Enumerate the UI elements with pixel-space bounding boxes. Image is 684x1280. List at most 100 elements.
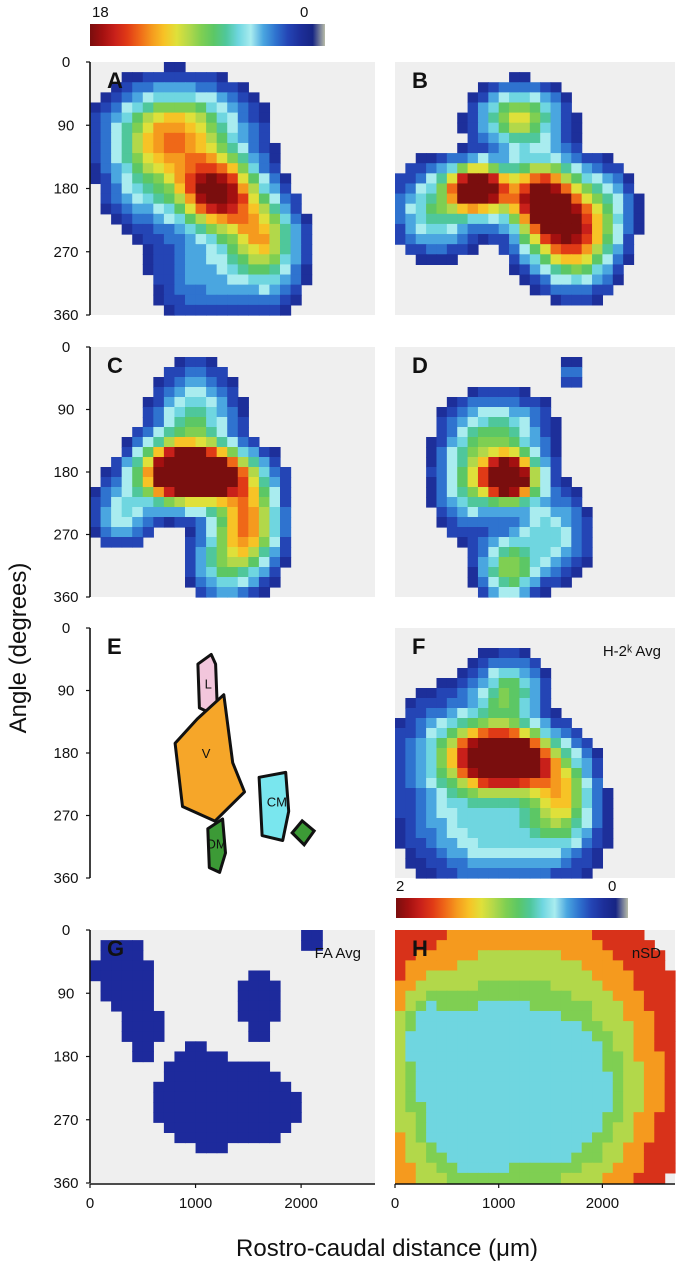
heatmap-cell [488,122,500,134]
heatmap-cell [581,173,593,185]
heatmap-cell [457,1091,469,1103]
heatmap-cell [426,1142,438,1154]
heatmap-cell [100,537,112,548]
heatmap-cell [664,970,676,982]
heatmap-cell [248,547,260,558]
heatmap-cell [132,507,144,518]
heatmap-cell [457,728,469,739]
heatmap-cell [415,183,427,195]
heatmap-cell [174,447,186,458]
heatmap-cell [529,1010,541,1022]
heatmap-cell [664,1142,676,1154]
heatmap-cell [477,708,489,719]
heatmap-cell [592,980,604,992]
heatmap-cell [488,1091,500,1103]
heatmap-cell [654,1112,666,1123]
heatmap-cell [509,1132,521,1144]
heatmap-cell [163,517,176,528]
heatmap-cell [540,708,552,719]
heatmap-cell [195,183,207,195]
heatmap-cell [550,1152,562,1164]
heatmap-cell [477,848,489,859]
heatmap-cell [467,668,479,679]
y-tick-label: 180 [53,1049,78,1066]
heatmap-cell [426,1152,438,1164]
heatmap-cell [405,234,417,245]
heatmap-cell [498,1031,510,1042]
heatmap-cell [581,213,593,225]
heatmap-cell [415,930,427,941]
heatmap-cell [436,497,448,508]
heatmap-cell [592,294,604,306]
heatmap-cell [581,223,593,235]
heatmap-cell [612,1142,624,1154]
heatmap-cell [581,1142,593,1154]
heatmap-cell [467,970,479,982]
heatmap-cell [446,193,458,205]
heatmap-cell [540,203,552,215]
heatmap-cell [540,940,552,951]
heatmap-cell [529,163,541,174]
heatmap-cell [571,980,583,992]
heatmap-cell [185,173,197,185]
heatmap-cell [436,1021,448,1032]
heatmap-cell [426,1051,438,1063]
heatmap-cell [519,173,531,185]
heatmap-cell [519,1081,531,1093]
heatmap-cell [258,132,271,144]
heatmap-cell [488,527,500,538]
heatmap-cell [571,1152,583,1164]
heatmap-cell [571,1112,583,1123]
heatmap-cell [488,728,500,739]
heatmap-cell [540,980,552,992]
heatmap-cell [216,1112,228,1123]
heatmap-cell [185,213,197,225]
heatmap-cell [121,1000,133,1012]
heatmap-cell [457,798,469,809]
heatmap-cell [488,748,500,759]
heatmap-cell [529,778,541,789]
heatmap-cell [633,1152,645,1164]
heatmap-cell [163,203,176,215]
heatmap-cell [498,427,510,438]
heatmap-cell [248,557,260,568]
heatmap-cell [415,1000,427,1012]
heatmap-cell [633,940,645,951]
heatmap-cell [540,397,552,408]
heatmap-cell [153,183,165,195]
heatmap-cell [258,1000,271,1012]
heatmap-cell [571,1172,583,1184]
heatmap-cell [237,407,249,418]
heatmap-cell [602,1132,614,1144]
heatmap-cell [540,668,552,679]
heatmap-cell [560,142,572,154]
heatmap-cell [237,1010,249,1022]
heatmap-cell [581,778,593,789]
heatmap-cell [174,397,186,408]
heatmap-cell [550,163,562,174]
heatmap-cell [142,122,154,134]
heatmap-cell [540,1041,552,1053]
heatmap-cell [498,1102,510,1113]
heatmap-cell [405,728,417,739]
heatmap-cell [529,427,541,438]
heatmap-cell [280,527,292,538]
heatmap-cell [163,457,176,468]
heatmap-cell [488,808,500,819]
heatmap-cell [623,930,635,941]
heatmap-cell [498,748,510,759]
heatmap-cell [269,537,281,548]
heatmap-cell [457,1021,469,1032]
heatmap-cell [227,527,239,538]
heatmap-cell [550,728,562,739]
heatmap-cell [602,1142,614,1154]
heatmap-cell [519,203,531,215]
heatmap-cell [415,980,427,992]
heatmap-cell [142,507,154,518]
heatmap-cell [560,284,572,296]
heatmap-cell [163,507,176,518]
heatmap-cell [132,990,144,1002]
heatmap-cell [602,223,614,235]
heatmap-cell [612,193,624,205]
